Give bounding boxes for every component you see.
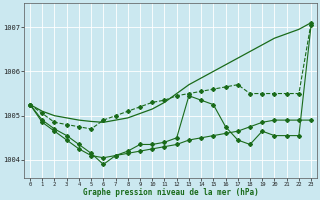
X-axis label: Graphe pression niveau de la mer (hPa): Graphe pression niveau de la mer (hPa) (83, 188, 259, 197)
